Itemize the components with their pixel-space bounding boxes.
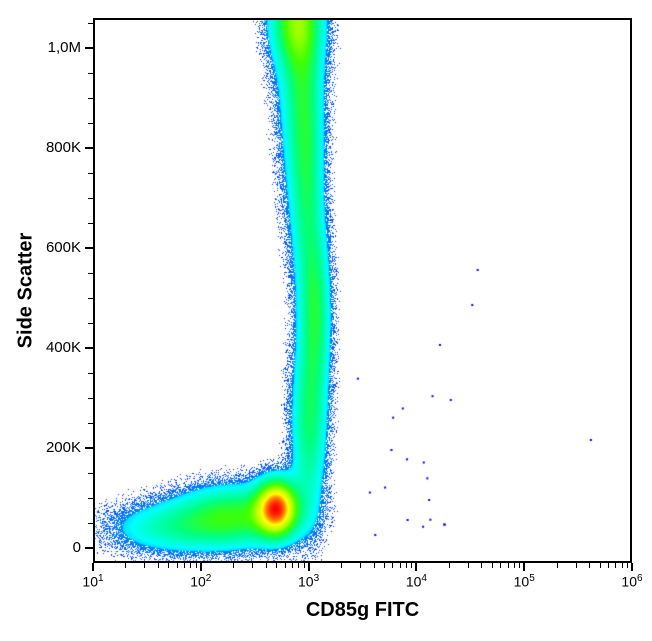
x-tick-label: 105: [504, 573, 544, 590]
x-tick-label: 104: [396, 573, 436, 590]
x-minor-tick: [449, 563, 450, 568]
y-minor-tick: [88, 323, 93, 324]
x-tick: [200, 563, 202, 571]
x-minor-tick: [266, 563, 267, 568]
x-minor-tick: [508, 563, 509, 568]
x-tick-label: 103: [289, 573, 329, 590]
x-minor-tick: [158, 563, 159, 568]
x-minor-tick: [411, 563, 412, 568]
y-minor-tick: [88, 98, 93, 99]
x-minor-tick: [468, 563, 469, 568]
x-minor-tick: [589, 563, 590, 568]
x-minor-tick: [298, 563, 299, 568]
x-tick-label: 102: [181, 573, 221, 590]
x-minor-tick: [615, 563, 616, 568]
x-tick: [92, 563, 94, 571]
y-minor-tick: [88, 173, 93, 174]
x-minor-tick: [360, 563, 361, 568]
y-tick: [85, 147, 93, 149]
x-tick: [523, 563, 525, 571]
y-tick: [85, 347, 93, 349]
y-tick: [85, 247, 93, 249]
x-minor-tick: [557, 563, 558, 568]
x-minor-tick: [627, 563, 628, 568]
x-minor-tick: [168, 563, 169, 568]
x-minor-tick: [292, 563, 293, 568]
x-minor-tick: [400, 563, 401, 568]
y-minor-tick: [88, 298, 93, 299]
y-tick-label: 800K: [35, 139, 81, 156]
y-tick-label: 400K: [35, 339, 81, 356]
x-minor-tick: [600, 563, 601, 568]
y-minor-tick: [88, 498, 93, 499]
y-tick-label: 1,0M: [35, 39, 81, 56]
y-tick: [85, 47, 93, 49]
y-axis-label: Side Scatter: [15, 190, 38, 390]
x-minor-tick: [500, 563, 501, 568]
y-minor-tick: [88, 523, 93, 524]
x-minor-tick: [177, 563, 178, 568]
y-tick-label: 600K: [35, 239, 81, 256]
x-minor-tick: [481, 563, 482, 568]
x-minor-tick: [406, 563, 407, 568]
x-minor-tick: [341, 563, 342, 568]
y-minor-tick: [88, 23, 93, 24]
x-minor-tick: [492, 563, 493, 568]
x-tick-label: 101: [73, 573, 113, 590]
y-minor-tick: [88, 373, 93, 374]
density-canvas: [95, 20, 632, 563]
x-minor-tick: [608, 563, 609, 568]
y-tick-label: 200K: [35, 439, 81, 456]
y-tick-label: 0: [35, 539, 81, 556]
x-minor-tick: [233, 563, 234, 568]
x-minor-tick: [392, 563, 393, 568]
x-tick: [631, 563, 633, 571]
x-minor-tick: [519, 563, 520, 568]
y-minor-tick: [88, 473, 93, 474]
x-minor-tick: [622, 563, 623, 568]
x-minor-tick: [384, 563, 385, 568]
y-minor-tick: [88, 123, 93, 124]
x-minor-tick: [184, 563, 185, 568]
x-minor-tick: [374, 563, 375, 568]
plot-area: [93, 18, 632, 563]
x-minor-tick: [252, 563, 253, 568]
flow-cytometry-plot: Side Scatter CD85g FITC 0 200K 400K 600K 800…: [0, 0, 652, 641]
x-minor-tick: [514, 563, 515, 568]
x-tick-label: 106: [612, 573, 652, 590]
y-tick: [85, 547, 93, 549]
y-minor-tick: [88, 273, 93, 274]
x-axis-label: CD85g FITC: [263, 599, 463, 622]
x-minor-tick: [190, 563, 191, 568]
x-minor-tick: [196, 563, 197, 568]
y-minor-tick: [88, 223, 93, 224]
x-tick: [308, 563, 310, 571]
x-minor-tick: [276, 563, 277, 568]
y-minor-tick: [88, 423, 93, 424]
x-minor-tick: [576, 563, 577, 568]
x-minor-tick: [144, 563, 145, 568]
y-minor-tick: [88, 398, 93, 399]
x-tick: [415, 563, 417, 571]
x-minor-tick: [285, 563, 286, 568]
x-minor-tick: [125, 563, 126, 568]
y-minor-tick: [88, 198, 93, 199]
x-minor-tick: [304, 563, 305, 568]
y-tick: [85, 447, 93, 449]
y-minor-tick: [88, 73, 93, 74]
